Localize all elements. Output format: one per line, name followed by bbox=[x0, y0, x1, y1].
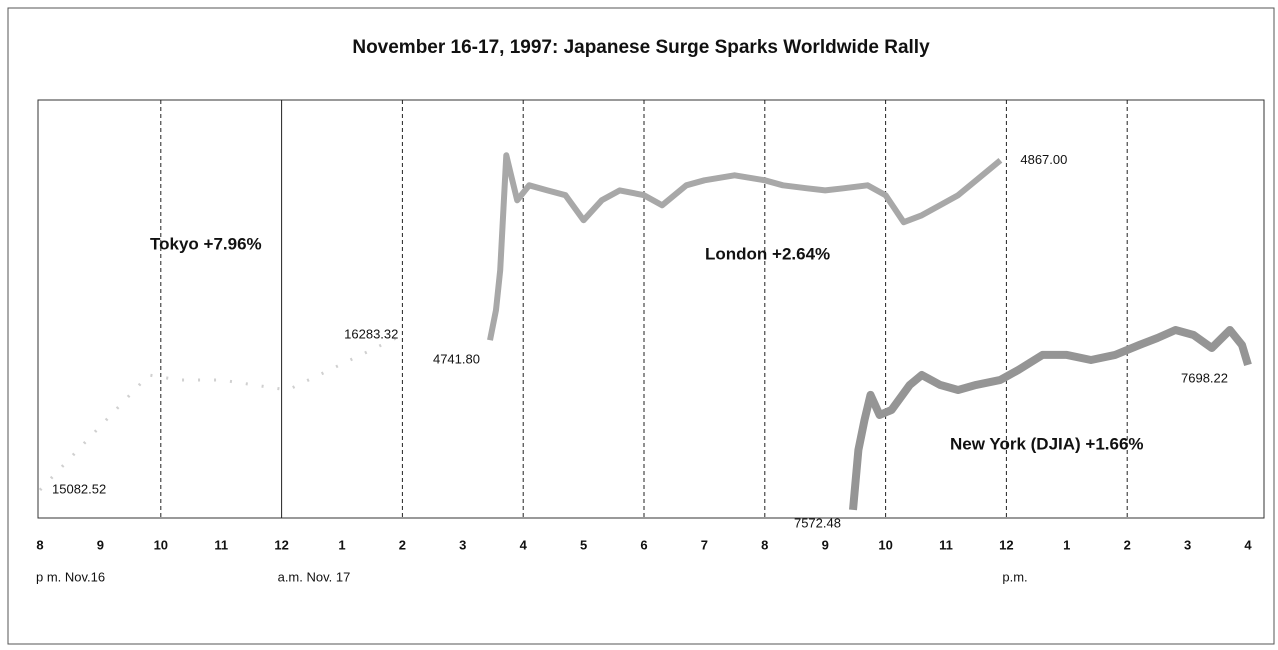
x-tick-label: 9 bbox=[822, 537, 829, 552]
outer-frame bbox=[7, 7, 1275, 645]
x-sublabel: p m. Nov.16 bbox=[36, 569, 105, 584]
data-label: 7698.22 bbox=[1181, 370, 1228, 385]
x-tick-label: 10 bbox=[878, 537, 892, 552]
x-tick-label: 7 bbox=[701, 537, 708, 552]
x-tick-label: 1 bbox=[1063, 537, 1070, 552]
x-tick-label: 4 bbox=[520, 537, 528, 552]
data-label: 7572.48 bbox=[794, 515, 841, 530]
x-sublabel: p.m. bbox=[1002, 569, 1027, 584]
x-tick-label: 11 bbox=[939, 537, 953, 552]
x-tick-label: 5 bbox=[580, 537, 587, 552]
data-label: 15082.52 bbox=[52, 481, 106, 496]
x-tick-label: 1 bbox=[338, 537, 345, 552]
x-tick-label: 8 bbox=[36, 537, 43, 552]
x-tick-label: 12 bbox=[999, 537, 1013, 552]
chart-title: November 16-17, 1997: Japanese Surge Spa… bbox=[352, 37, 930, 58]
x-tick-label: 4 bbox=[1244, 537, 1252, 552]
x-tick-label: 6 bbox=[640, 537, 647, 552]
series-label: Tokyo +7.96% bbox=[150, 234, 262, 253]
x-tick-label: 12 bbox=[274, 537, 288, 552]
series-line bbox=[849, 326, 1252, 511]
plot-frame bbox=[37, 99, 1265, 519]
series-label: New York (DJIA) +1.66% bbox=[950, 434, 1144, 453]
x-tick-label: 10 bbox=[154, 537, 168, 552]
data-label: 16283.32 bbox=[344, 326, 398, 341]
data-label: 4867.00 bbox=[1020, 152, 1067, 167]
x-tick-label: 2 bbox=[399, 537, 406, 552]
x-tick-label: 2 bbox=[1124, 537, 1131, 552]
x-tick-label: 3 bbox=[459, 537, 466, 552]
data-label: 4741.80 bbox=[433, 352, 480, 367]
x-tick-label: 8 bbox=[761, 537, 768, 552]
series-label: London +2.64% bbox=[705, 244, 830, 263]
x-tick-label: 9 bbox=[97, 537, 104, 552]
series-line bbox=[487, 152, 1003, 341]
series-line bbox=[38, 333, 404, 492]
x-tick-label: 3 bbox=[1184, 537, 1191, 552]
x-sublabel: a.m. Nov. 17 bbox=[278, 569, 351, 584]
x-tick-label: 11 bbox=[214, 537, 228, 552]
